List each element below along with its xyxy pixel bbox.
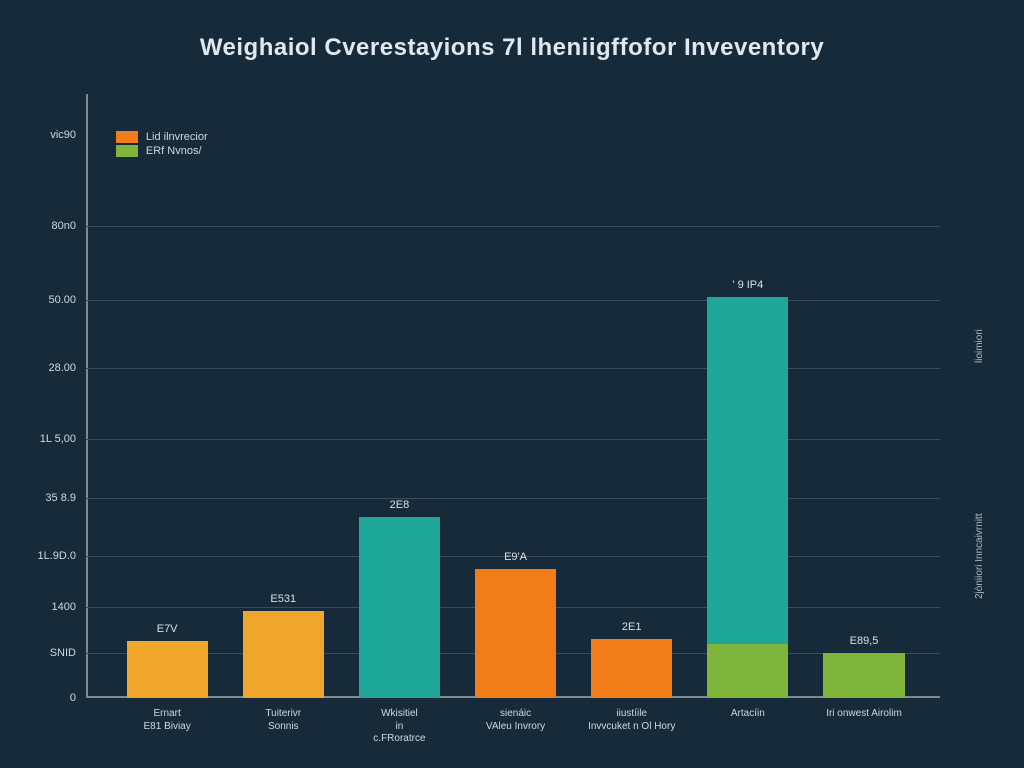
grid-line — [86, 226, 940, 227]
y-tick-label: 1L.9D.0 — [37, 550, 76, 562]
bar-value-label: 2E1 — [622, 621, 642, 633]
bar: E531 — [243, 611, 324, 698]
bar-value-label: E531 — [270, 593, 296, 605]
right-axis-label-1: lioimiori — [974, 286, 985, 406]
x-tick-label: iiustíile Invvcuket n Ol Hory — [588, 708, 675, 733]
bar: 2E8 — [359, 517, 440, 698]
legend-label: ERf Nvnos/ — [146, 145, 202, 157]
bar: E89,5 — [823, 653, 904, 698]
grid-line — [86, 368, 940, 369]
bar-value-label: E7V — [157, 623, 178, 635]
y-tick-label: 35 8.9 — [45, 492, 76, 504]
grid-line — [86, 300, 940, 301]
x-tick-label: Artacíin — [731, 708, 765, 721]
x-tick-label: Wkisitiel in c.FRoratrce — [373, 708, 425, 746]
x-tick-label: sienáic VAleu Invrory — [486, 708, 545, 733]
x-tick-label: Iri onwest Airolim — [826, 708, 902, 721]
bar: 2E1 — [591, 639, 672, 698]
y-tick-label: 28.00 — [48, 362, 76, 374]
bar-overlay — [707, 644, 788, 698]
legend-item: Lid ilnvrecior — [116, 131, 208, 143]
right-axis-label-2: 2jòniiori Inncaivrnitt — [974, 446, 985, 666]
bar: E9'A — [475, 569, 556, 698]
y-tick-label: 50.00 — [48, 294, 76, 306]
legend-swatch — [116, 131, 138, 143]
bar-value-label: E9'A — [504, 551, 527, 563]
bar: ' 9 IP4 — [707, 297, 788, 698]
y-tick-label: 1L 5,00 — [40, 433, 76, 445]
y-tick-label: vic90 — [50, 129, 76, 141]
grid-line — [86, 498, 940, 499]
x-tick-label: Ernart E81 Biviay — [144, 708, 191, 733]
y-tick-label: 80n0 — [52, 220, 76, 232]
plot-area: Lid ilnvreciorERf Nvnos/ 0SNID14001L.9D.… — [86, 116, 940, 698]
grid-line — [86, 439, 940, 440]
chart-container: Weighaiol Cverestayions 7l lheniigffofor… — [0, 0, 1024, 768]
bar-value-label: 2E8 — [390, 499, 410, 511]
legend-label: Lid ilnvrecior — [146, 131, 208, 143]
bar: E7V — [127, 641, 208, 698]
x-tick-label: Tuiterivr Sonnis — [265, 708, 301, 733]
legend-swatch — [116, 145, 138, 157]
legend-item: ERf Nvnos/ — [116, 145, 208, 157]
y-tick-label: 1400 — [52, 601, 76, 613]
y-tick-label: SNID — [50, 647, 76, 659]
chart-title: Weighaiol Cverestayions 7l lheniigffofor… — [0, 34, 1024, 62]
bar-value-label: ' 9 IP4 — [732, 279, 763, 291]
y-tick-label: 0 — [70, 692, 76, 704]
bar-value-label: E89,5 — [850, 635, 879, 647]
legend: Lid ilnvrecior ERf Nvnos/ — [110, 125, 214, 163]
